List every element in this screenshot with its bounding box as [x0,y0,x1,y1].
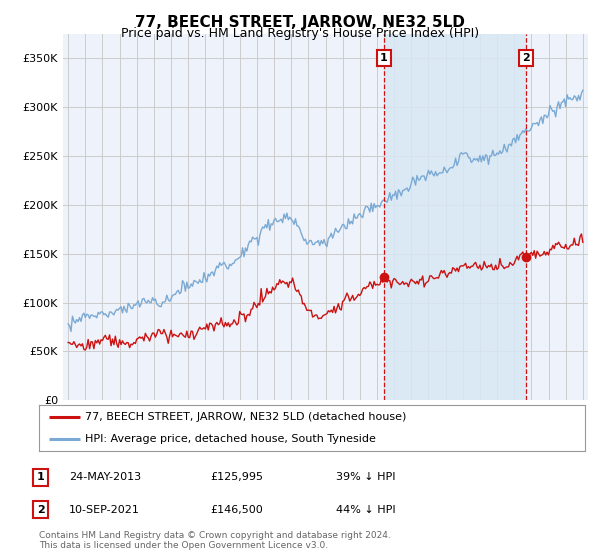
Text: 10-SEP-2021: 10-SEP-2021 [69,505,140,515]
Text: 2: 2 [522,53,530,63]
Text: 2: 2 [37,505,44,515]
Text: 24-MAY-2013: 24-MAY-2013 [69,472,141,482]
Text: 77, BEECH STREET, JARROW, NE32 5LD (detached house): 77, BEECH STREET, JARROW, NE32 5LD (deta… [85,412,407,422]
Text: 44% ↓ HPI: 44% ↓ HPI [336,505,395,515]
Text: 39% ↓ HPI: 39% ↓ HPI [336,472,395,482]
Text: Price paid vs. HM Land Registry's House Price Index (HPI): Price paid vs. HM Land Registry's House … [121,27,479,40]
Text: HPI: Average price, detached house, South Tyneside: HPI: Average price, detached house, Sout… [85,434,376,444]
Text: 77, BEECH STREET, JARROW, NE32 5LD: 77, BEECH STREET, JARROW, NE32 5LD [135,15,465,30]
Text: 1: 1 [380,53,388,63]
Text: £125,995: £125,995 [210,472,263,482]
Text: 1: 1 [37,472,44,482]
Text: £146,500: £146,500 [210,505,263,515]
Text: Contains HM Land Registry data © Crown copyright and database right 2024.
This d: Contains HM Land Registry data © Crown c… [39,531,391,550]
Bar [383,34,526,400]
